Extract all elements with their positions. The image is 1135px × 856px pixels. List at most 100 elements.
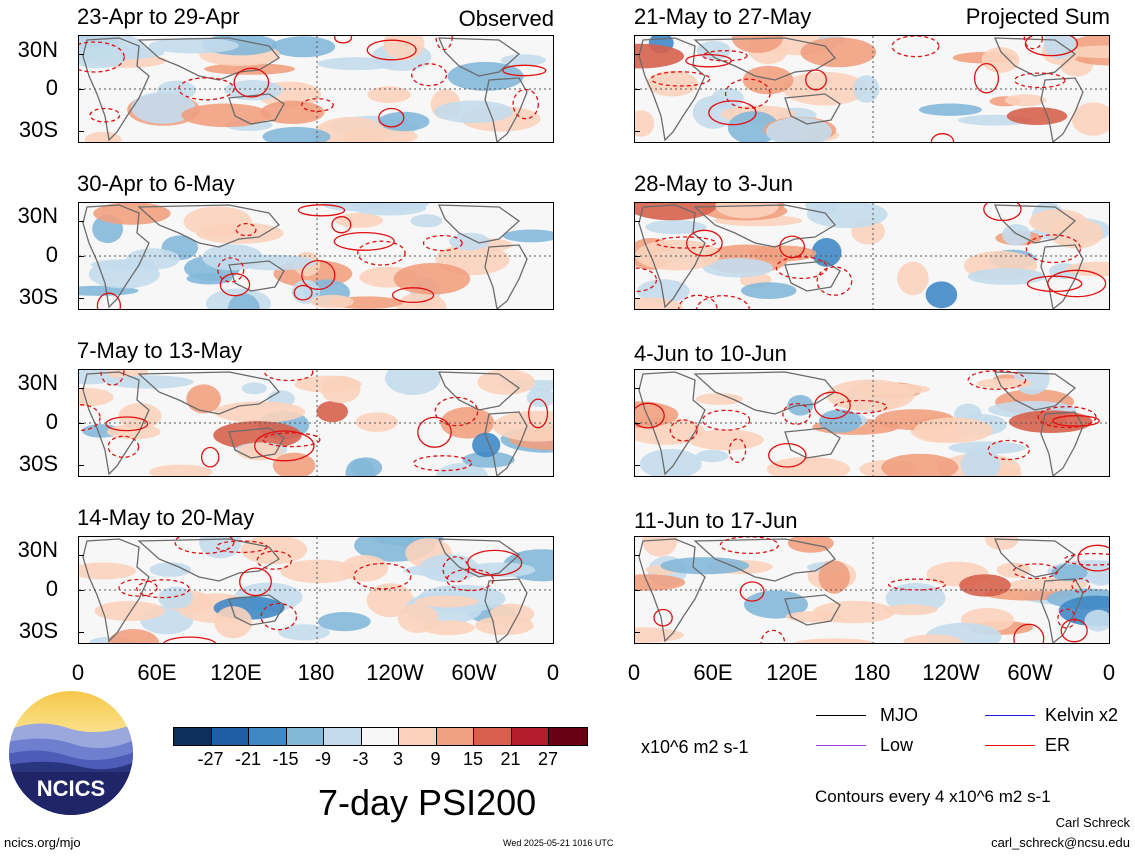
er-contour	[79, 404, 101, 431]
colorbar-tick-label: -3	[352, 749, 369, 769]
panel-label-projected: Projected Sum	[965, 4, 1110, 29]
er-contour	[1012, 563, 1059, 580]
anomaly-shading	[959, 574, 1011, 597]
anomaly-shading	[181, 103, 271, 128]
logo-text: NCICS	[37, 776, 105, 801]
anomaly-shading	[320, 375, 361, 404]
legend-label-er: ER	[1045, 735, 1071, 755]
xlabel-120e: 120E	[210, 660, 262, 685]
anomaly-shading	[897, 261, 929, 296]
er-contour	[1047, 269, 1107, 298]
anomaly-shading	[419, 554, 479, 583]
er-contour	[239, 567, 272, 597]
map-panel-proj-3	[634, 369, 1110, 477]
axis-tick	[635, 221, 640, 222]
axis-tick	[79, 590, 84, 591]
anomaly-shading	[805, 203, 838, 216]
anomaly-shading	[335, 212, 384, 228]
ylabel-30n: 30N	[17, 537, 58, 562]
map-field	[79, 537, 553, 643]
colorbar-tick-label: 27	[537, 749, 559, 769]
anomaly-shading	[882, 604, 938, 616]
anomaly-shading	[925, 281, 958, 309]
anomaly-shading	[637, 279, 690, 304]
axis-tick	[79, 632, 84, 633]
er-contour	[467, 549, 523, 577]
coastline	[638, 538, 706, 643]
er-contour	[357, 240, 406, 266]
er-contour	[100, 370, 125, 386]
xlabel-120w: 120W	[922, 660, 980, 685]
ylabel-30n: 30N	[17, 203, 58, 228]
map-field	[635, 370, 1109, 476]
ylabel-eq: 0	[45, 576, 58, 601]
legend-line-kelvin	[985, 715, 1035, 716]
colorbar-swatch	[174, 728, 212, 745]
map-field	[635, 537, 1109, 643]
er-contour	[264, 370, 314, 382]
coastline	[82, 37, 150, 142]
anomaly-shading	[158, 586, 194, 609]
panel-title-proj-1: 21-May to 27-May	[634, 4, 812, 29]
xlabel-120e: 120E	[766, 660, 818, 685]
anomaly-shading	[711, 87, 744, 109]
anomaly-shading	[1084, 609, 1109, 632]
coastline	[993, 538, 1077, 578]
er-contour	[254, 430, 315, 462]
coastline	[638, 37, 706, 142]
er-contour	[105, 416, 149, 432]
anomaly-shading	[235, 254, 316, 271]
map-field	[635, 203, 1109, 309]
colorbar-swatch	[399, 728, 437, 745]
er-contour	[1037, 406, 1097, 429]
coastline	[82, 538, 150, 643]
footer-email[interactable]: carl_schreck@ncsu.edu	[991, 835, 1130, 850]
colorbar-swatch	[361, 728, 399, 745]
anomaly-shading	[639, 449, 702, 476]
panel-title-obs-1: 23-Apr to 29-Apr	[77, 4, 240, 29]
xlabel-60w: 60W	[1007, 660, 1053, 685]
anomaly-shading	[366, 583, 414, 618]
legend-line-mjo	[816, 715, 866, 716]
coastline	[784, 93, 841, 125]
anomaly-shading	[785, 611, 843, 623]
er-contour	[353, 562, 412, 590]
anomaly-shading	[314, 116, 387, 142]
anomaly-shading	[341, 555, 389, 582]
map-panel-proj-4	[634, 536, 1110, 644]
xlabel-180: 180	[853, 660, 891, 685]
er-contour	[1023, 36, 1043, 50]
axis-tick	[635, 131, 640, 132]
anomaly-shading	[148, 37, 239, 54]
footer-url[interactable]: ncics.org/mjo	[4, 835, 81, 850]
er-contour	[719, 537, 780, 555]
er-contour	[293, 284, 313, 301]
anomaly-shading	[149, 562, 192, 577]
anomaly-shading	[434, 100, 513, 124]
anomaly-shading	[106, 424, 161, 440]
axis-tick	[635, 256, 640, 257]
anomaly-shading	[687, 429, 764, 451]
axis-tick	[635, 388, 640, 389]
anomaly-shading	[79, 387, 114, 407]
anomaly-shading	[903, 634, 962, 643]
anomaly-shading	[214, 606, 253, 639]
er-contour	[118, 578, 158, 597]
anomaly-shading	[272, 452, 316, 476]
legend-label-low: Low	[880, 735, 914, 755]
er-contour	[366, 39, 417, 61]
anomaly-shading	[106, 375, 194, 389]
coastline	[437, 204, 521, 244]
colorbar-swatch	[436, 728, 474, 745]
anomaly-shading	[367, 86, 411, 104]
footer-timestamp: Wed 2025-05-21 1016 UTC	[503, 838, 614, 848]
anomaly-shading	[84, 131, 122, 142]
coastline	[993, 204, 1077, 244]
er-contour	[724, 78, 771, 109]
panel-label-observed: Observed	[458, 6, 554, 31]
anomaly-shading	[1071, 102, 1109, 136]
panel-title-proj-4: 11-Jun to 17-Jun	[634, 508, 798, 533]
anomaly-shading	[271, 36, 336, 58]
anomaly-shading	[635, 401, 679, 428]
anomaly-shading	[782, 71, 868, 106]
